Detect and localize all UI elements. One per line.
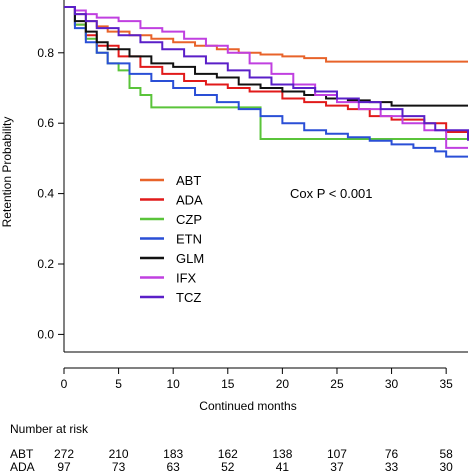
risk-cell: 58 [439,447,453,461]
risk-cell: 63 [167,460,181,474]
x-axis-label: Continued months [199,399,296,413]
legend-label-etn: ETN [176,232,202,247]
legend-label-czp: CZP [176,212,202,227]
risk-cell: 37 [330,460,344,474]
axes-layer: 0.0 0.2 0.4 0.6 0.8 0 5 10 15 20 25 30 35 [37,0,468,391]
series-line-etn [64,6,468,158]
x-tick-label: 20 [276,377,290,391]
series-layer [64,6,469,158]
x-tick-label: 35 [439,377,453,391]
risk-cell: 41 [276,460,290,474]
risk-cell: 138 [272,447,292,461]
risk-row-label: ABT [10,447,34,461]
x-tick-label: 10 [167,377,181,391]
x-tick-label: 30 [385,377,399,391]
risk-cell: 52 [221,460,235,474]
x-tick-label: 5 [115,377,122,391]
risk-cell: 97 [57,460,71,474]
risk-cell: 107 [327,447,347,461]
risk-table-title: Number at risk [10,422,89,436]
x-tick-label: 0 [61,377,68,391]
y-axis-label: Retention Probability [0,117,14,228]
risk-cell: 30 [439,460,453,474]
legend: ABT ADA CZP ETN GLM IFX TCZ [140,173,204,305]
x-tick-label: 25 [330,377,344,391]
y-tick-label: 0.2 [37,257,54,271]
y-tick-label: 0.4 [37,187,54,201]
y-tick-label: 0.8 [37,46,54,60]
legend-label-tcz: TCZ [176,290,201,305]
y-tick-label: 0.6 [37,116,54,130]
risk-cell: 76 [385,447,399,461]
risk-cell: 73 [112,460,126,474]
x-tick-label: 15 [221,377,235,391]
risk-cell: 272 [54,447,74,461]
y-tick-label: 0.0 [37,327,54,341]
legend-label-glm: GLM [176,251,204,266]
legend-label-abt: ABT [176,173,201,188]
series-line-ifx [64,6,468,149]
series-line-tcz [64,6,469,141]
cox-p-annotation: Cox P < 0.001 [290,186,373,201]
risk-table: ABT 272 210 183 162 138 107 76 58 ADA 97 73 63 52 41 37… [10,447,453,474]
legend-label-ada: ADA [176,193,203,208]
risk-cell: 162 [218,447,238,461]
risk-cell: 183 [163,447,183,461]
risk-cell: 33 [385,460,399,474]
risk-row-label: ADA [10,460,35,474]
risk-cell: 210 [109,447,129,461]
legend-label-ifx: IFX [176,271,197,286]
